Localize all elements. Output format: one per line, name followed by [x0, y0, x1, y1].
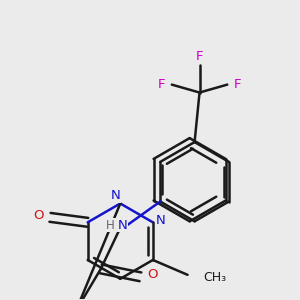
Text: N: N [156, 214, 166, 227]
Text: F: F [196, 50, 203, 63]
Text: O: O [33, 209, 44, 222]
Text: F: F [233, 78, 241, 91]
Text: H: H [106, 219, 115, 232]
Text: N: N [118, 219, 128, 232]
Text: CH₃: CH₃ [203, 271, 226, 284]
Text: F: F [158, 78, 166, 91]
Text: N: N [110, 189, 120, 202]
Text: O: O [147, 268, 158, 281]
